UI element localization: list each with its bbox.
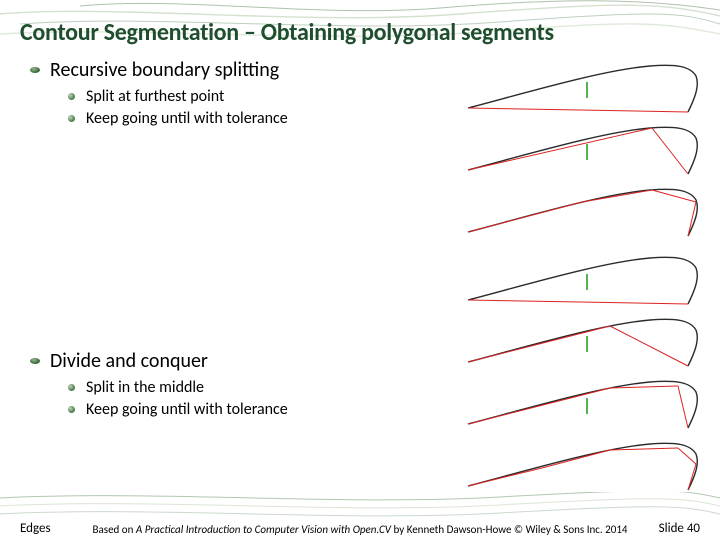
section-1-head: Recursive boundary splitting (30, 58, 430, 82)
curve-fig (462, 58, 712, 120)
section-2-bullet-1: Split in the middle (68, 377, 430, 399)
section-1-bullet-1: Split at furthest point (68, 86, 430, 108)
curve-fig (462, 250, 712, 312)
footer-prefix: Based on (93, 523, 136, 536)
curve-fig (462, 182, 712, 244)
curve-fig (462, 436, 712, 498)
section-2-head: Divide and conquer (30, 349, 430, 373)
footer-attrib: by Kenneth Dawson-Howe © Wiley & Sons In… (391, 523, 627, 536)
section-2-bullet-2: Keep going until with tolerance (68, 399, 430, 421)
curve-fig (462, 374, 712, 436)
content-body: Recursive boundary splitting Split at fu… (30, 58, 430, 420)
figure-group-recursive (462, 58, 712, 244)
curve-fig (462, 120, 712, 182)
footer-book-title: A Practical Introduction to Computer Vis… (136, 523, 391, 536)
section-1-bullet-2: Keep going until with tolerance (68, 108, 430, 130)
curve-fig (462, 312, 712, 374)
footer-center: Based on A Practical Introduction to Com… (0, 523, 720, 536)
footer-right: Slide 40 (659, 521, 700, 536)
slide-title: Contour Segmentation – Obtaining polygon… (20, 18, 700, 47)
figure-group-divide (462, 250, 712, 498)
